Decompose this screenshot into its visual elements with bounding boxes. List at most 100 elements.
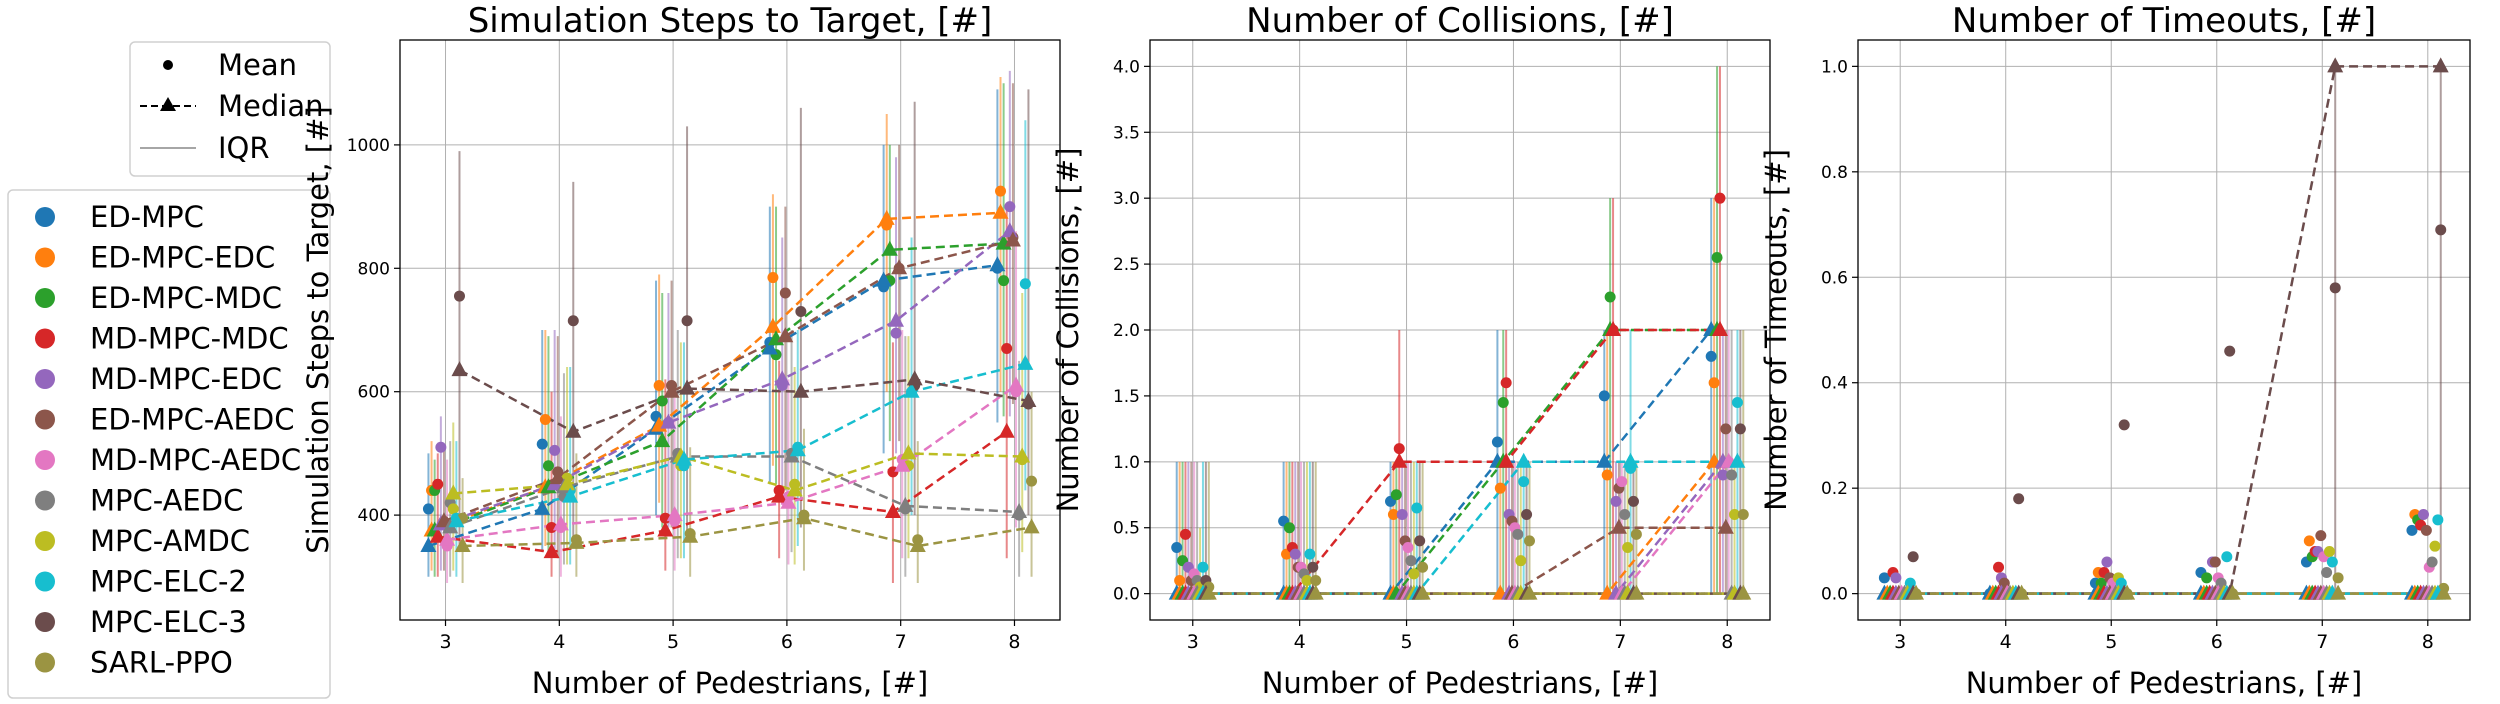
x-axis-label: Number of Pedestrians, [#] (1262, 666, 1659, 700)
mean-point-mpc-amdc (2429, 540, 2441, 552)
mean-point-ed-mpc-edc (767, 272, 779, 284)
mean-point-mpc-elc-3 (453, 290, 465, 302)
mean-point-ed-mpc-aedc (1720, 423, 1732, 435)
median-marker-mpc-amdc (445, 484, 462, 500)
legend-label-ed-mpc-edc: ED-MPC-EDC (90, 241, 275, 275)
legend-mean-marker (163, 60, 173, 70)
y-tick-label: 0.8 (1821, 163, 1848, 183)
median-marker-md-mpc-mdc (998, 422, 1015, 438)
y-tick-label: 0.6 (1821, 268, 1848, 288)
mean-point-mpc-elc-3 (2329, 282, 2341, 294)
mean-point-mpc-amdc (447, 503, 459, 515)
median-marker-mpc-elc-2 (1729, 452, 1746, 468)
mean-point-mpc-aedc (1512, 528, 1524, 540)
mean-point-sarl-ppo (2332, 572, 2344, 584)
mean-point-md-mpc-edc (2417, 509, 2429, 521)
y-tick-label: 3.5 (1113, 123, 1140, 143)
mean-point-mpc-elc-3 (1521, 509, 1533, 521)
mean-point-mpc-elc-2 (2432, 514, 2444, 526)
legend-mean-label: Mean (218, 48, 297, 82)
median-marker-sarl-ppo (1521, 584, 1538, 600)
median-marker-sarl-ppo (1628, 584, 1645, 600)
y-tick-label: 0.0 (1113, 585, 1140, 605)
legend-label-mpc-elc-2: MPC-ELC-2 (90, 565, 247, 599)
mean-point-mpc-elc-3 (1307, 561, 1319, 573)
mean-point-ed-mpc-edc (2303, 535, 2315, 547)
median-marker-md-mpc-mdc (429, 527, 446, 543)
mean-point-md-mpc-edc (1396, 509, 1408, 521)
mean-point-mpc-amdc (1729, 509, 1741, 521)
legend-label-mpc-amdc: MPC-AMDC (90, 524, 250, 558)
median-marker-ed-mpc-aedc (1717, 518, 1734, 534)
x-tick-label: 7 (895, 631, 907, 653)
mean-point-mpc-elc-3 (1627, 495, 1639, 507)
mean-point-sarl-ppo (1310, 574, 1322, 586)
x-tick-label: 8 (2422, 631, 2434, 653)
x-tick-label: 5 (667, 631, 679, 653)
median-marker-mpc-amdc (559, 475, 576, 491)
legend-label-mpc-elc-3: MPC-ELC-3 (90, 605, 247, 639)
legend-marker-md-mpc-edc (35, 369, 55, 389)
median-marker-md-mpc-mdc (1391, 452, 1408, 468)
y-tick-label: 800 (358, 259, 390, 279)
mean-point-mpc-elc-3 (1414, 535, 1426, 547)
legend-label-md-mpc-aedc: MD-MPC-AEDC (90, 443, 301, 477)
x-tick-label: 5 (1401, 631, 1413, 653)
median-marker-sarl-ppo (1414, 584, 1431, 600)
legend-marker-ed-mpc-edc (35, 247, 55, 268)
median-marker-sarl-ppo (1908, 584, 1924, 600)
mean-point-md-mpc-mdc (1500, 377, 1512, 389)
median-marker-mpc-elc-2 (562, 487, 579, 503)
median-line-sarl-ppo (462, 516, 1032, 548)
x-tick-label: 6 (1507, 631, 1519, 653)
median-marker-md-mpc-mdc (884, 503, 901, 518)
y-tick-label: 1000 (347, 136, 390, 156)
mean-point-ed-mpc (1878, 572, 1890, 584)
mean-point-sarl-ppo (1523, 535, 1535, 547)
legend-marker-sarl-ppo (35, 652, 55, 673)
y-axis-label: Number of Collisions, [#] (1051, 148, 1085, 513)
y-tick-label: 0.4 (1821, 374, 1848, 394)
median-marker-sarl-ppo (568, 533, 585, 549)
median-marker-ed-mpc (875, 271, 892, 287)
median-marker-mpc-elc-3 (1020, 392, 1037, 407)
median-marker-ed-mpc (534, 499, 551, 515)
median-marker-sarl-ppo (682, 527, 699, 543)
plot-area (1858, 40, 2470, 620)
charts: 3 4 5 6 7 8 400 600 800 1000 Simulation Steps to T… (301, 1, 2471, 700)
mean-point-ed-mpc (1598, 390, 1610, 402)
median-marker-sarl-ppo (454, 537, 471, 552)
median-marker-md-mpc-edc (774, 370, 791, 386)
legend-marker-md-mpc-aedc (35, 450, 55, 470)
median-marker-sarl-ppo (1735, 584, 1752, 600)
median-marker-md-mpc-aedc (894, 456, 911, 472)
median-marker-mpc-elc-3 (451, 361, 468, 377)
mean-point-mpc-elc-2 (2221, 551, 2233, 563)
median-marker-mpc-elc-2 (789, 441, 806, 457)
mean-point-md-mpc-edc (1610, 495, 1622, 507)
median-marker-md-mpc-aedc (1008, 376, 1024, 392)
median-marker-mpc-elc-2 (903, 382, 920, 398)
legend-marker-md-mpc-mdc (35, 328, 55, 349)
median-marker-md-mpc-aedc (780, 493, 797, 509)
legend-label-md-mpc-edc: MD-MPC-EDC (90, 362, 282, 396)
x-tick-label: 8 (1721, 631, 1733, 653)
median-marker-sarl-ppo (2330, 584, 2347, 600)
y-tick-label: 2.0 (1113, 321, 1140, 341)
median-marker-mpc-elc-2 (448, 512, 465, 528)
mean-point-mpc-amdc (1622, 542, 1634, 553)
mean-point-ed-mpc-mdc (1497, 397, 1509, 408)
mean-point-mpc-elc-3 (681, 315, 693, 327)
median-marker-mpc-elc-3 (2432, 57, 2449, 73)
mean-point-ed-mpc-mdc (1390, 489, 1402, 501)
x-tick-label: 7 (1614, 631, 1626, 653)
median-marker-ed-mpc-edc (992, 203, 1009, 219)
mean-point-mpc-elc-3 (795, 305, 807, 317)
mean-point-mpc-amdc (1515, 555, 1527, 567)
mean-point-ed-mpc-aedc (779, 287, 791, 299)
median-marker-sarl-ppo (1023, 518, 1040, 534)
mean-point-mpc-elc-2 (2326, 556, 2338, 568)
mean-point-md-mpc-edc (890, 327, 902, 339)
chart-title: Number of Collisions, [#] (1246, 1, 1674, 41)
mean-point-md-mpc-edc (1289, 548, 1301, 560)
